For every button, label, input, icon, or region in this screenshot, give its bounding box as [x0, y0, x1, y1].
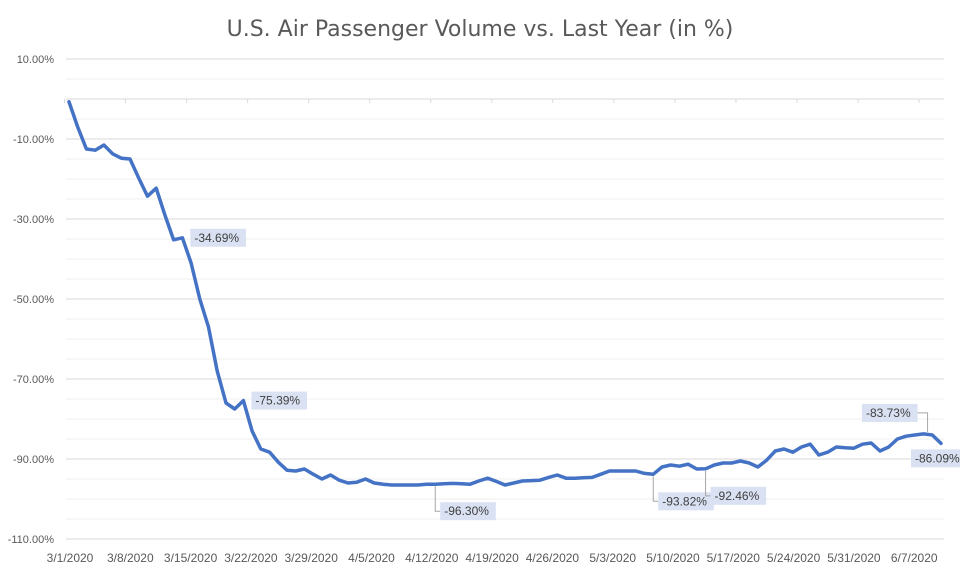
y-tick-label: -110.00% — [8, 534, 54, 546]
x-tick-label: 3/1/2020 — [47, 551, 94, 565]
x-tick-label: 5/24/2020 — [767, 551, 821, 565]
x-tick-label: 3/22/2020 — [224, 551, 278, 565]
y-tick-label: -30.00% — [13, 214, 54, 226]
data-label-box — [710, 486, 767, 505]
y-tick-label: -50.00% — [13, 294, 54, 306]
data-label: -83.73% — [866, 406, 911, 420]
data-label-box — [911, 449, 960, 468]
label-leader-line — [652, 476, 659, 502]
data-label-box — [658, 492, 714, 511]
y-tick-label: -70.00% — [13, 374, 54, 386]
data-label-box — [190, 228, 246, 247]
data-label-box — [861, 403, 918, 422]
x-tick-label: 3/8/2020 — [107, 551, 154, 565]
x-tick-label: 5/10/2020 — [646, 551, 700, 565]
gridlines — [64, 58, 944, 540]
y-tick-label: -90.00% — [13, 454, 54, 466]
data-label: -34.69% — [194, 231, 239, 245]
y-axis: 10.00% -10.00% -30.00% -50.00% -70.00% -90.00… — [8, 54, 54, 546]
data-label: -86.09% — [915, 451, 960, 465]
data-label-box — [440, 502, 496, 521]
label-leader-line — [434, 486, 441, 512]
x-tick-label: 4/26/2020 — [526, 551, 580, 565]
x-tick-label: 5/31/2020 — [827, 551, 881, 565]
x-tick-label: 5/17/2020 — [707, 551, 761, 565]
data-label-box — [251, 391, 307, 410]
data-label: -75.39% — [255, 394, 300, 408]
data-labels: -34.69% -75.39% -96.30% -93.82% -92.46% -83.7… — [190, 228, 960, 521]
x-tick-label: 4/19/2020 — [465, 551, 519, 565]
data-label: -92.46% — [715, 489, 760, 503]
x-tick-label: 5/3/2020 — [589, 551, 636, 565]
x-tick-label: 3/29/2020 — [285, 551, 339, 565]
series-line — [67, 100, 943, 487]
x-tick-label: 3/15/2020 — [164, 551, 218, 565]
series-group — [67, 100, 943, 487]
x-axis: 3/1/2020 3/8/2020 3/15/2020 3/22/2020 3/29/2… — [47, 551, 938, 565]
x-tick-label: 6/7/2020 — [891, 551, 938, 565]
label-leader-line — [917, 412, 929, 432]
data-label: -96.30% — [444, 504, 489, 518]
chart-title: U.S. Air Passenger Volume vs. Last Year … — [227, 17, 734, 42]
y-tick-label: 10.00% — [17, 54, 55, 66]
x-tick-label: 4/12/2020 — [405, 551, 459, 565]
label-leader-line — [705, 470, 711, 497]
data-label: -93.82% — [662, 494, 707, 508]
x-tick-label: 4/5/2020 — [348, 551, 395, 565]
y-tick-label: -10.00% — [13, 134, 54, 146]
